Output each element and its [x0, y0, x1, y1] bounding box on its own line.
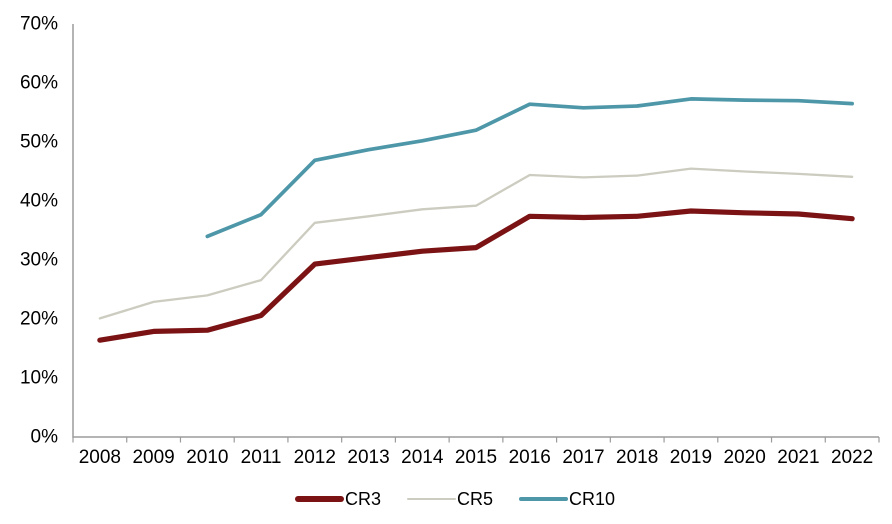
- legend-swatch-cr5: [406, 497, 456, 501]
- x-tick-label: 2009: [132, 447, 174, 468]
- series-line-cr10: [205, 97, 854, 239]
- legend-swatch-cr10: [519, 497, 568, 501]
- legend-item-cr3: CR3: [294, 489, 381, 509]
- y-tick-label: 10%: [20, 368, 58, 389]
- y-tick-label: 60%: [20, 73, 58, 94]
- legend-swatch-cr3: [294, 496, 344, 502]
- y-tick-label: 70%: [20, 14, 58, 35]
- legend-item-cr5: CR5: [406, 489, 493, 509]
- y-tick-label: 20%: [20, 309, 58, 330]
- x-tick-label: 2022: [831, 447, 873, 468]
- x-tick-label: 2008: [79, 447, 121, 468]
- x-tick-label: 2011: [241, 447, 282, 468]
- series-line-cr5: [98, 167, 854, 320]
- x-tick-label: 2018: [616, 447, 658, 468]
- chart-legend: CR3 CR5 CR10: [0, 489, 892, 509]
- x-tick-label: 2016: [509, 447, 551, 468]
- legend-label-cr10: CR10: [569, 489, 616, 509]
- x-tick-label: 2017: [562, 447, 604, 468]
- series-line-cr3: [97, 208, 855, 343]
- x-tick-label: 2020: [724, 447, 766, 468]
- x-tick-label: 2013: [347, 447, 389, 468]
- x-tick-label: 2021: [777, 447, 819, 468]
- x-tick-label: 2010: [186, 447, 228, 468]
- axis-lines: [72, 24, 879, 438]
- y-tick-label: 30%: [20, 250, 58, 271]
- legend-item-cr10: CR10: [519, 489, 615, 509]
- legend-label-cr5: CR5: [456, 489, 493, 509]
- y-tick-label: 40%: [20, 191, 58, 212]
- y-tick-label: 50%: [20, 132, 58, 153]
- y-tick-label: 0%: [31, 427, 59, 448]
- x-tick-label: 2019: [670, 447, 712, 468]
- x-tick-label: 2014: [401, 447, 444, 468]
- x-tick-label: 2015: [455, 447, 497, 468]
- x-tick-label: 2012: [294, 447, 336, 468]
- legend-label-cr3: CR3: [344, 489, 381, 509]
